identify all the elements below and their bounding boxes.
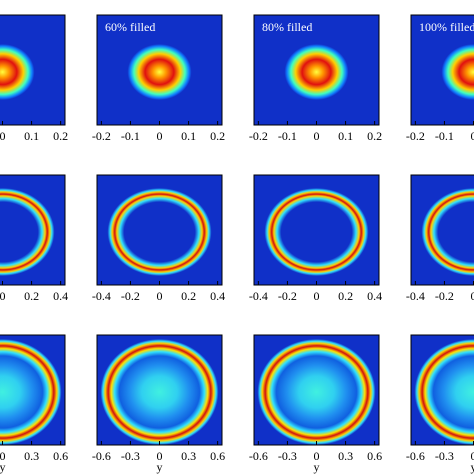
- x-tick-label: -0.4: [92, 289, 111, 303]
- x-tick-label: 0.2: [53, 129, 68, 143]
- x-tick-label: 0.3: [181, 449, 196, 463]
- x-tick-label: 0: [314, 129, 320, 143]
- x-tick-label: 0.4: [210, 289, 225, 303]
- x-tick-label: 0: [471, 129, 474, 143]
- heatmap-field: [127, 44, 192, 100]
- heatmap-field: [441, 44, 474, 100]
- x-tick-label: 0.2: [338, 289, 353, 303]
- heatmap-field: [414, 339, 474, 445]
- x-tick-label: -0.2: [406, 129, 425, 143]
- x-axis-label: y: [471, 460, 474, 474]
- x-tick-label: 0.3: [24, 449, 39, 463]
- x-tick-label: -0.2: [278, 289, 297, 303]
- x-tick-label: -0.1: [435, 129, 454, 143]
- x-tick-label: 0: [471, 449, 474, 463]
- x-tick-label: -0.2: [92, 129, 111, 143]
- x-tick-label: -0.3: [435, 449, 454, 463]
- heatmap-field: [0, 188, 55, 276]
- x-tick-label: 0: [157, 289, 163, 303]
- heatmap-field: [257, 339, 376, 445]
- x-tick-label: 0: [471, 289, 474, 303]
- heatmap-field: [421, 188, 474, 276]
- x-tick-label: 0: [314, 449, 320, 463]
- x-tick-label: -0.2: [435, 289, 454, 303]
- x-tick-label: -0.4: [249, 289, 268, 303]
- x-tick-label: 0.1: [24, 129, 39, 143]
- x-tick-label: 0.6: [367, 449, 382, 463]
- x-tick-label: 0.4: [53, 289, 68, 303]
- x-tick-label: -0.2: [121, 289, 140, 303]
- x-tick-label: 0: [157, 129, 163, 143]
- x-tick-label: -0.2: [249, 129, 268, 143]
- x-tick-label: -0.4: [406, 289, 425, 303]
- x-tick-label: -0.6: [249, 449, 268, 463]
- x-axis-label: y: [157, 460, 163, 474]
- x-tick-label: 0.1: [181, 129, 196, 143]
- heatmap-field: [264, 188, 369, 276]
- panel-title: 60% filled: [105, 20, 155, 34]
- x-tick-label: -0.1: [278, 129, 297, 143]
- x-tick-label: 0.6: [53, 449, 68, 463]
- x-tick-label: 0.2: [181, 289, 196, 303]
- x-tick-label: -0.1: [121, 129, 140, 143]
- x-tick-label: -0.3: [121, 449, 140, 463]
- x-tick-label: 0: [0, 289, 6, 303]
- x-tick-label: 0.6: [210, 449, 225, 463]
- x-tick-label: 0.2: [367, 129, 382, 143]
- x-axis-label: y: [0, 460, 6, 474]
- heatmap-field: [107, 188, 212, 276]
- x-tick-label: -0.6: [406, 449, 425, 463]
- x-tick-label: 0.3: [338, 449, 353, 463]
- panel-title: 80% filled: [262, 20, 312, 34]
- x-tick-label: -0.3: [278, 449, 297, 463]
- x-tick-label: 0.1: [338, 129, 353, 143]
- x-tick-label: 0: [0, 449, 6, 463]
- x-tick-label: 0.2: [24, 289, 39, 303]
- x-tick-label: 0.2: [210, 129, 225, 143]
- heatmap-field: [284, 44, 349, 100]
- heatmap-field: [0, 44, 35, 100]
- heatmap-field: [100, 339, 219, 445]
- x-tick-label: 0: [314, 289, 320, 303]
- panel-title: 100% filled: [419, 20, 474, 34]
- x-tick-label: 0: [0, 129, 6, 143]
- x-tick-label: 0: [157, 449, 163, 463]
- x-tick-label: 0.4: [367, 289, 382, 303]
- x-axis-label: y: [314, 460, 320, 474]
- x-tick-label: -0.6: [92, 449, 111, 463]
- heatmap-field: [0, 339, 62, 445]
